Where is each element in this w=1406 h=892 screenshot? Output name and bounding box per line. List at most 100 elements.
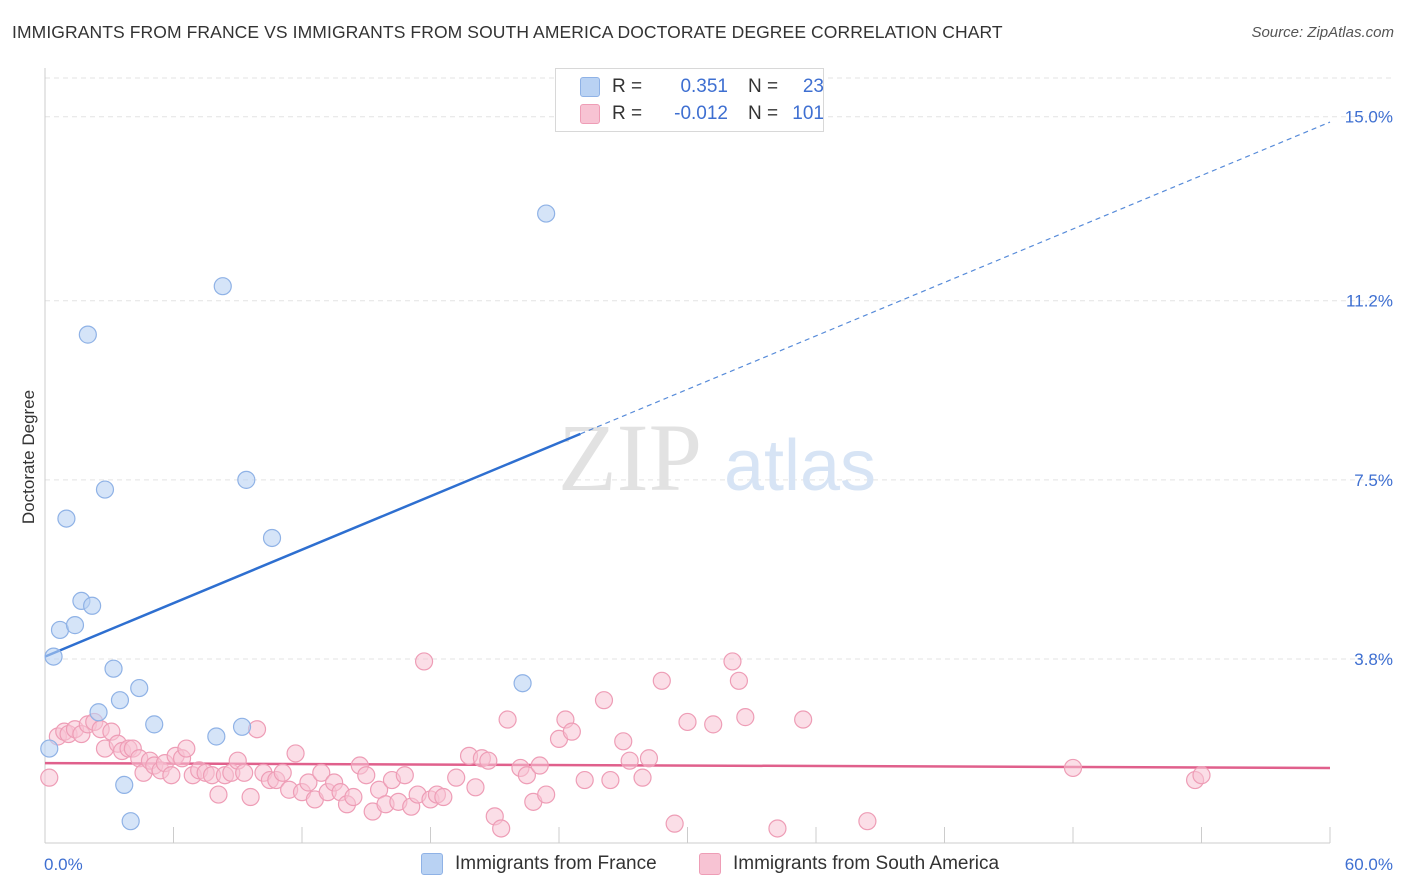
- point-south-america: [177, 739, 196, 758]
- point-south-america: [678, 712, 697, 732]
- y-axis-label: Doctorate Degree: [19, 390, 38, 524]
- point-south-america: [614, 732, 633, 751]
- point-south-america: [794, 710, 813, 729]
- series-france-points: [40, 204, 556, 831]
- point-france: [57, 509, 76, 528]
- point-france: [537, 204, 556, 223]
- legend-n-label: N =: [748, 103, 779, 124]
- point-france: [237, 470, 256, 489]
- watermark-atlas: atlas: [724, 426, 876, 506]
- legend-swatch-south-america: [580, 104, 600, 124]
- point-france: [104, 659, 123, 678]
- point-france: [232, 717, 252, 736]
- chart-title: IMMIGRANTS FROM FRANCE VS IMMIGRANTS FRO…: [12, 22, 1003, 42]
- point-south-america: [517, 766, 536, 785]
- point-south-america: [704, 715, 723, 734]
- legend-r-label: R =: [612, 76, 643, 97]
- point-france: [83, 596, 102, 615]
- point-france: [115, 775, 134, 794]
- bottom-legend-south-america: Immigrants from South America: [699, 852, 999, 876]
- y-tick-label: 3.8%: [1354, 650, 1393, 669]
- point-south-america: [601, 770, 620, 790]
- point-south-america: [575, 770, 594, 790]
- legend-swatch-france: [580, 77, 600, 97]
- legend-r-value: 0.351: [680, 76, 728, 97]
- point-south-america: [723, 652, 742, 671]
- point-south-america: [665, 814, 684, 833]
- point-south-america: [312, 763, 331, 782]
- bottom-legend-label-south-america: Immigrants from South America: [733, 853, 1000, 874]
- y-tick-label: 15.0%: [1345, 108, 1393, 127]
- point-south-america: [729, 671, 749, 690]
- point-south-america: [537, 785, 556, 804]
- point-south-america: [299, 773, 318, 792]
- point-south-america: [530, 756, 549, 775]
- point-france: [110, 691, 130, 710]
- x-tick-label: 0.0%: [44, 855, 83, 874]
- point-south-america: [286, 744, 305, 763]
- bottom-legend-label-france: Immigrants from France: [455, 853, 657, 874]
- point-france: [262, 528, 282, 548]
- source-label: Source: ZipAtlas.com: [1251, 24, 1394, 41]
- point-south-america: [639, 749, 659, 768]
- point-france: [78, 325, 97, 344]
- point-south-america: [736, 708, 755, 727]
- axes: [44, 68, 1331, 844]
- point-france: [95, 480, 115, 499]
- point-south-america: [273, 763, 292, 782]
- trend-line-france-extension: [580, 121, 1331, 435]
- watermark: ZIP atlas: [558, 404, 876, 511]
- point-france: [513, 674, 532, 693]
- point-south-america: [498, 710, 517, 729]
- point-south-america: [1063, 758, 1083, 778]
- point-south-america: [209, 785, 228, 804]
- point-south-america: [40, 768, 59, 787]
- point-south-america: [768, 819, 787, 838]
- x-tick-label: 60.0%: [1345, 855, 1393, 874]
- point-south-america: [395, 766, 414, 785]
- point-south-america: [414, 652, 434, 671]
- bottom-legend-france: Immigrants from France: [421, 852, 657, 876]
- point-south-america: [235, 763, 254, 782]
- point-france: [207, 727, 226, 746]
- y-tick-label: 11.2%: [1346, 292, 1393, 311]
- point-south-america: [1192, 766, 1211, 785]
- point-france: [130, 678, 149, 698]
- trend-line-south-america: [44, 761, 1331, 770]
- legend-r-label: R =: [612, 103, 643, 124]
- stats-legend: R = 0.351 N = 23 R = -0.012 N = 101: [555, 68, 824, 132]
- point-south-america: [652, 671, 671, 690]
- legend-n-label: N =: [748, 76, 779, 97]
- point-south-america: [479, 751, 498, 770]
- point-south-america: [858, 812, 877, 831]
- watermark-zip: ZIP: [558, 404, 702, 511]
- point-france: [44, 647, 63, 666]
- y-tick-label: 7.5%: [1354, 471, 1393, 490]
- legend-row-south-america: R = -0.012 N = 101: [580, 102, 824, 126]
- point-south-america: [162, 766, 181, 785]
- point-south-america: [241, 787, 260, 807]
- trend-lines: [44, 121, 1331, 770]
- point-south-america: [633, 768, 652, 787]
- point-south-america: [620, 751, 639, 770]
- legend-n-value: 23: [802, 76, 824, 97]
- point-south-america: [247, 720, 267, 739]
- legend-r-value: -0.012: [674, 103, 728, 124]
- point-south-america: [357, 766, 376, 785]
- point-france: [213, 277, 232, 296]
- point-france: [50, 620, 70, 640]
- point-south-america: [594, 691, 614, 710]
- bottom-legend-swatch-france: [421, 853, 443, 875]
- point-south-america: [492, 819, 511, 838]
- bottom-legend-swatch-south-america: [699, 853, 721, 875]
- legend-row-france: R = 0.351 N = 23: [580, 75, 824, 99]
- legend-n-value: 101: [792, 103, 824, 124]
- point-south-america: [434, 787, 453, 807]
- point-france: [121, 812, 140, 831]
- series-south-america-points: [40, 652, 1211, 838]
- point-france: [65, 616, 85, 635]
- point-france: [89, 703, 108, 722]
- point-france: [145, 715, 164, 734]
- tick-labels: 3.8% 7.5% 11.2% 15.0% 0.0% 60.0%: [44, 108, 1393, 874]
